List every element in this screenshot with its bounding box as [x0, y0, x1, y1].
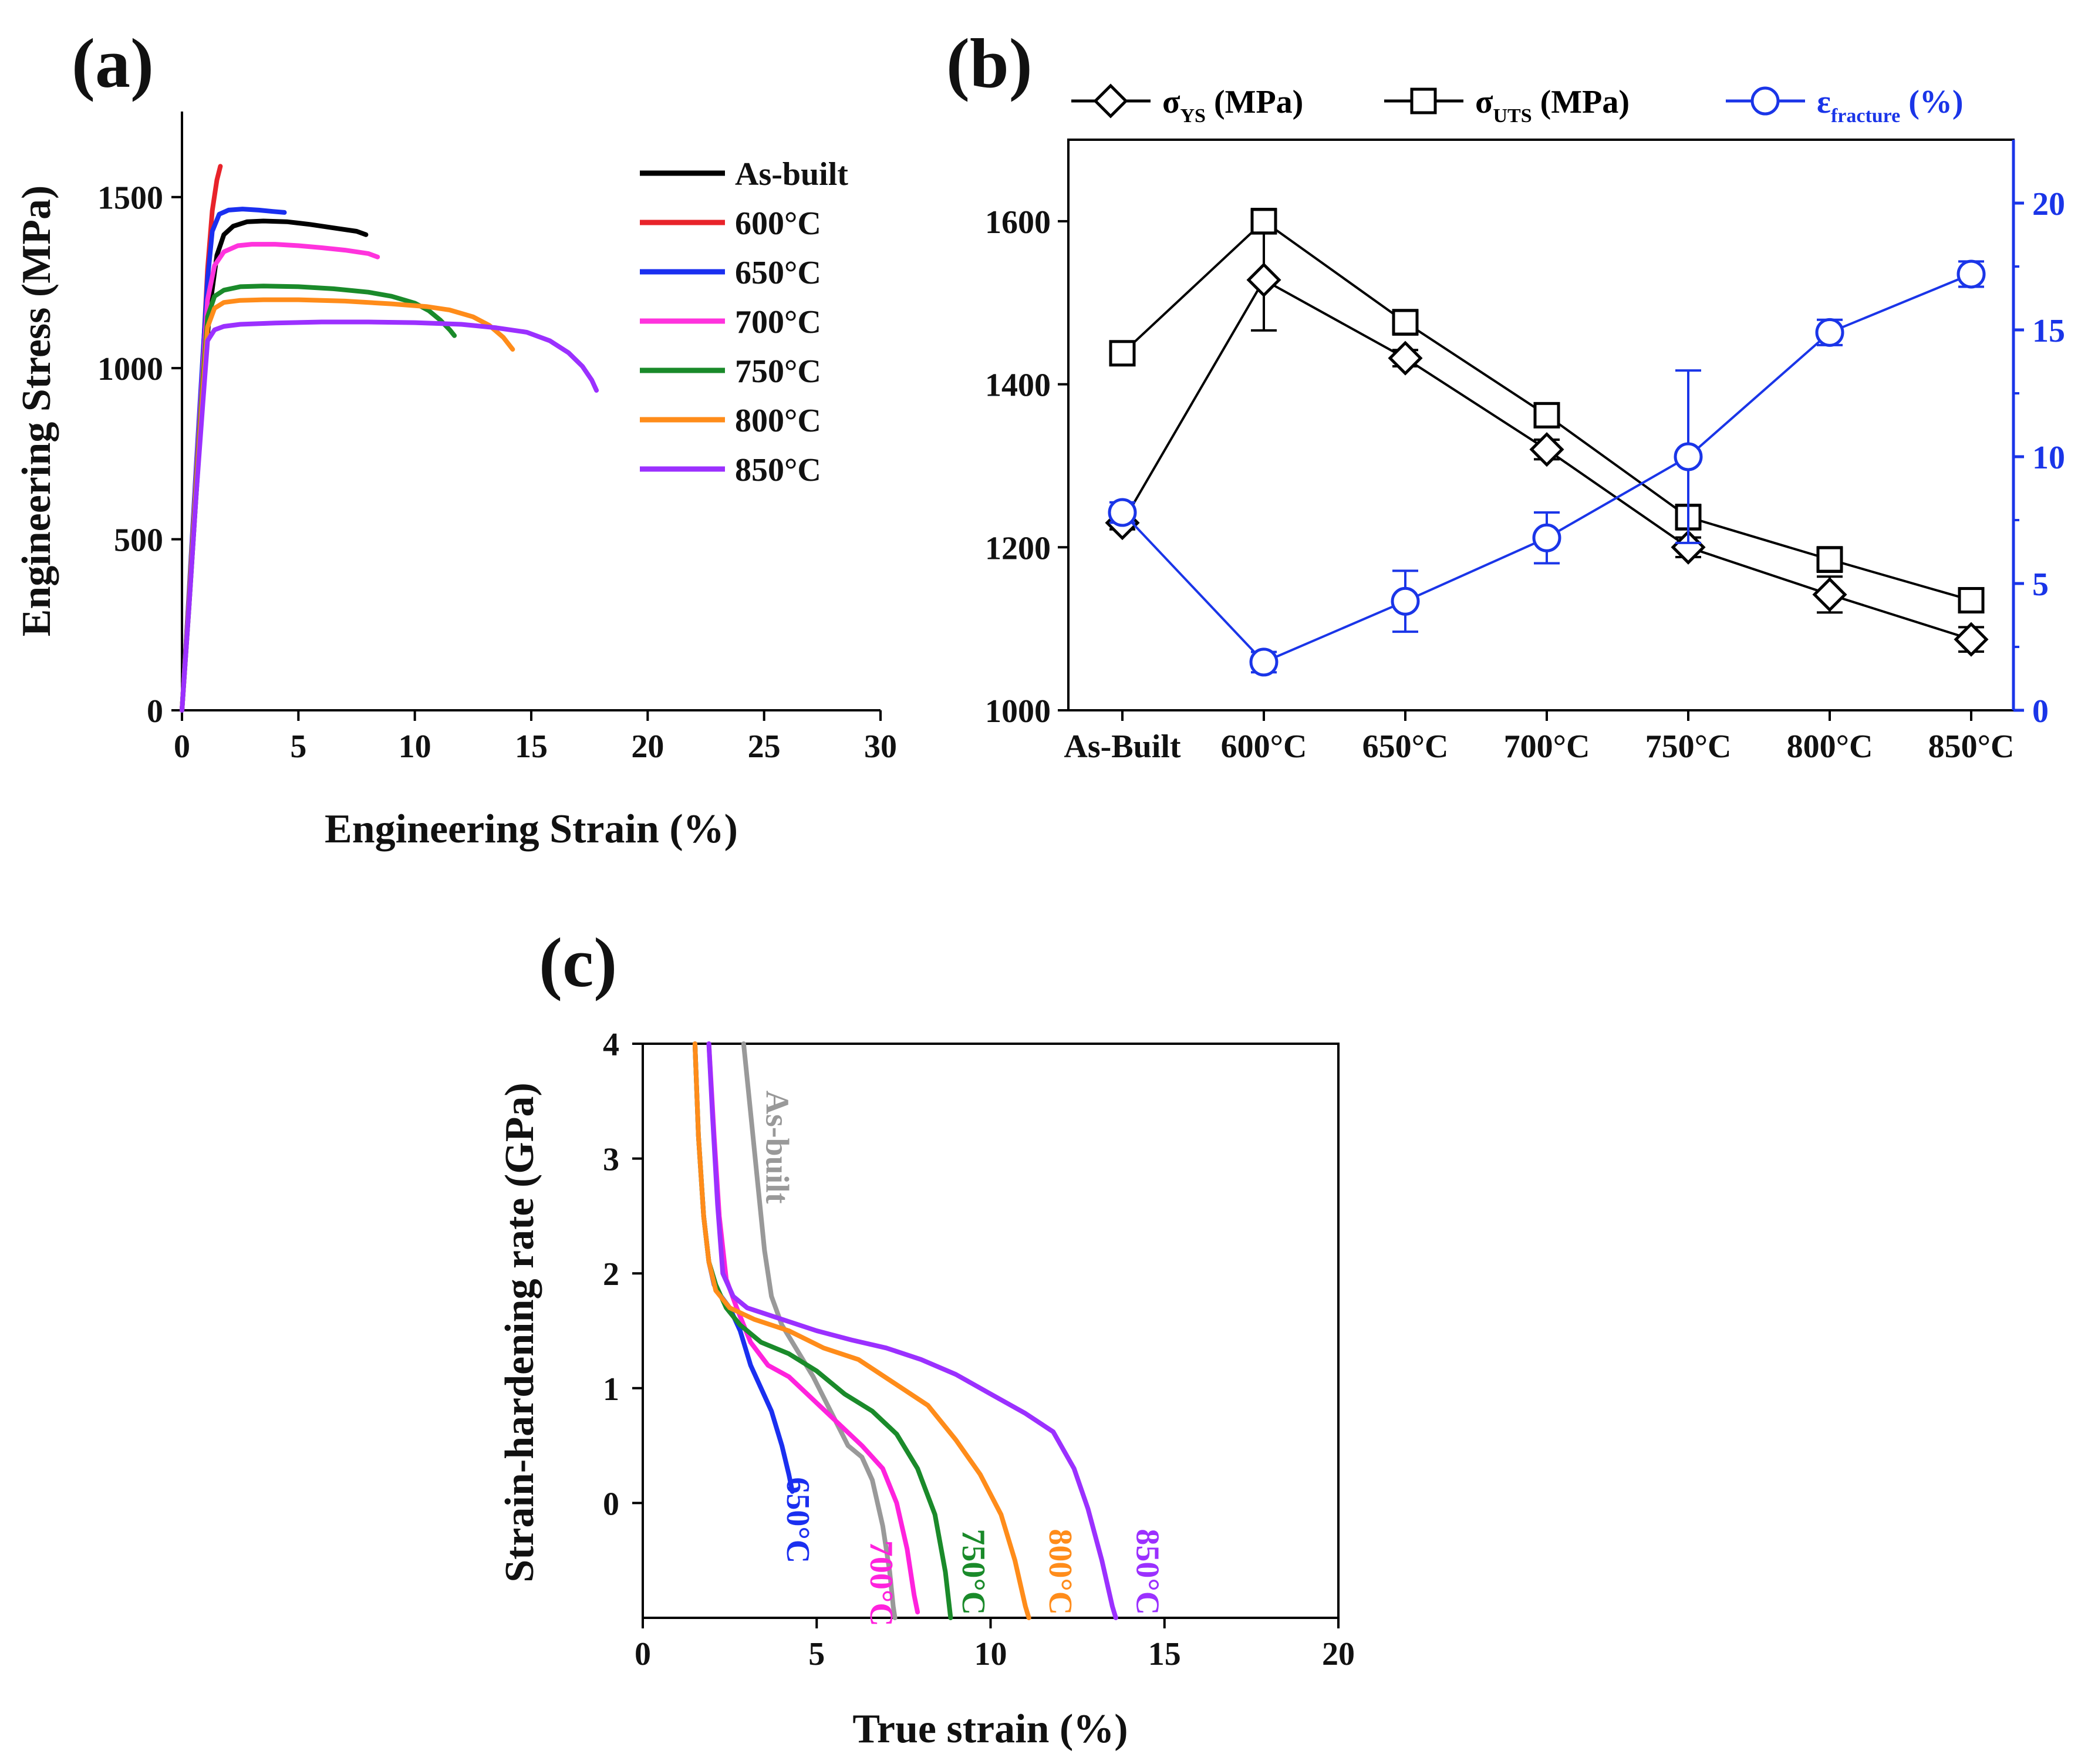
panel-a-x-tick-label: 5	[290, 728, 306, 765]
panel-c-x-tick-label: 5	[808, 1636, 825, 1672]
panel-b-x-tick-label: 800°C	[1787, 728, 1873, 765]
panel-b-marker-circle	[1674, 442, 1703, 471]
panel-a-x-label: Engineering Strain (%)	[325, 807, 738, 852]
panel-b-marker-square	[1109, 340, 1136, 367]
panel-b-x-tick-label: 850°C	[1928, 728, 2015, 765]
panel-b-marker-square	[1816, 546, 1843, 573]
panel-b-marker-circle	[1391, 586, 1420, 616]
panel-b-marker-diamond	[1093, 83, 1128, 119]
panel-b-chart: As-Built 600°C 650°C 700°C 750°C 800°C 850°C 10…	[985, 83, 2065, 765]
panel-b-marker-circle	[1957, 259, 1986, 289]
panel-c-y-tick-label: 0	[603, 1486, 619, 1522]
panel-a-x-tick-label: 10	[399, 728, 431, 765]
panel-b-marker-diamond	[1246, 262, 1281, 298]
panel-b-marker-circle	[1750, 86, 1780, 116]
panel-b-y2-tick-label: 20	[2032, 186, 2065, 222]
panel-c-chart: 0 5 10 15 20 0 1 2 3 4 As-built 650°C 700°C 750°C 800…	[497, 1027, 1355, 1752]
panel-b-marker-diamond	[1388, 340, 1423, 376]
panel-b-x-tick-label: 750°C	[1645, 728, 1732, 765]
panel-b-marker-circle	[1108, 498, 1137, 527]
panel-b-marker-square	[1958, 587, 1985, 614]
panel-c-y-tick-label: 3	[603, 1142, 619, 1178]
panel-a-y-tick-label: 500	[114, 522, 163, 559]
panel-c-x-tick-label: 15	[1148, 1636, 1181, 1672]
panel-b-x-tick-label: As-Built	[1064, 728, 1180, 765]
panel-a-legend-label: As-built	[735, 156, 848, 193]
panel-a-y-tick-label: 1000	[97, 351, 163, 387]
panel-c-label: (c)	[539, 923, 617, 1001]
panel-b-y-tick-label: 1400	[985, 367, 1051, 404]
panel-b-x-tick-label: 700°C	[1504, 728, 1590, 765]
panel-c-x-tick-label: 10	[974, 1636, 1007, 1672]
panel-b-marker-square	[1533, 402, 1560, 429]
panel-b-label: (b)	[946, 24, 1033, 102]
panel-a-legend-label: 850°C	[735, 452, 821, 488]
panel-c-x-label: True strain (%)	[852, 1706, 1128, 1752]
panel-a-legend-label: 600°C	[735, 205, 821, 242]
panel-c-y-tick-label: 2	[603, 1256, 619, 1293]
panel-b-marker-square	[1250, 208, 1277, 235]
panel-a-x-tick-label: 15	[515, 728, 548, 765]
panel-a-chart: 0 5 10 15 20 25 30 0 500 1000 1500 As-built 600°C 65…	[14, 112, 897, 852]
panel-b-y-tick-label: 1600	[985, 204, 1051, 241]
panel-b-y-tick-label: 1000	[985, 693, 1051, 730]
panel-b-y2-tick-label: 5	[2032, 566, 2049, 603]
panel-a-y-label: Engineering Stress (MPa)	[14, 185, 59, 637]
panel-c-x-tick-label: 0	[635, 1636, 651, 1672]
panel-c-series-line	[741, 1041, 898, 1620]
panel-c-x-tick-label: 20	[1322, 1636, 1355, 1672]
panel-a-x-tick-label: 25	[748, 728, 781, 765]
panel-c-y-label: Strain-hardening rate (GPa)	[497, 1082, 542, 1583]
panel-b-y2-tick-label: 10	[2032, 440, 2065, 476]
panel-c-series-line	[706, 1041, 1118, 1620]
panel-c-series-label: 750°C	[955, 1529, 991, 1615]
panel-a-legend-label: 750°C	[735, 353, 821, 390]
panel-a-legend-label: 800°C	[735, 403, 821, 439]
panel-a-x-tick-label: 0	[174, 728, 190, 765]
panel-b-marker-diamond	[1954, 622, 1989, 657]
panel-b-legend-label: σYS (MPa)	[1162, 84, 1303, 127]
panel-c-y-tick-label: 1	[603, 1371, 619, 1408]
panel-b-y2-tick-label: 0	[2032, 693, 2049, 730]
panel-b-x-tick-label: 600°C	[1221, 728, 1307, 765]
panel-c-series-label: 850°C	[1129, 1529, 1165, 1615]
panel-a-y-tick-label: 1500	[97, 180, 163, 217]
panel-b-legend-label: σUTS (MPa)	[1475, 84, 1630, 127]
panel-c-series-label: 800°C	[1042, 1529, 1078, 1615]
panel-a-x-tick-label: 30	[864, 728, 897, 765]
panel-b-legend-label: εfracture (%)	[1817, 84, 1964, 127]
panel-b-marker-diamond	[1812, 577, 1847, 612]
panel-c-series-label: As-built	[758, 1091, 795, 1204]
panel-b-marker-circle	[1249, 647, 1279, 677]
panel-c-series-label: 650°C	[780, 1477, 816, 1563]
panel-b-marker-circle	[1532, 523, 1561, 552]
panel-a-series-line	[180, 284, 457, 713]
panel-a-x-tick-label: 20	[631, 728, 664, 765]
panel-b-marker-square	[1410, 87, 1437, 114]
panel-a-series-line	[180, 297, 515, 713]
panel-c-series-line	[692, 1041, 1031, 1620]
panel-b-y-tick-label: 1200	[985, 530, 1051, 566]
panel-a-label: (a)	[72, 24, 154, 102]
panel-a-legend-label: 700°C	[735, 304, 821, 340]
panel-a-series-line	[180, 319, 599, 713]
panel-a-y-tick-label: 0	[147, 693, 163, 730]
panel-b-marker-circle	[1815, 318, 1844, 347]
panel-c-series-label: 700°C	[863, 1540, 899, 1627]
panel-c-y-tick-label: 4	[603, 1027, 619, 1063]
panel-b-marker-square	[1392, 309, 1419, 336]
panel-b-x-tick-label: 650°C	[1362, 728, 1449, 765]
panel-b-y2-tick-label: 15	[2032, 313, 2065, 349]
panel-a-legend-label: 650°C	[735, 255, 821, 291]
panel-b-marker-diamond	[1529, 432, 1564, 467]
